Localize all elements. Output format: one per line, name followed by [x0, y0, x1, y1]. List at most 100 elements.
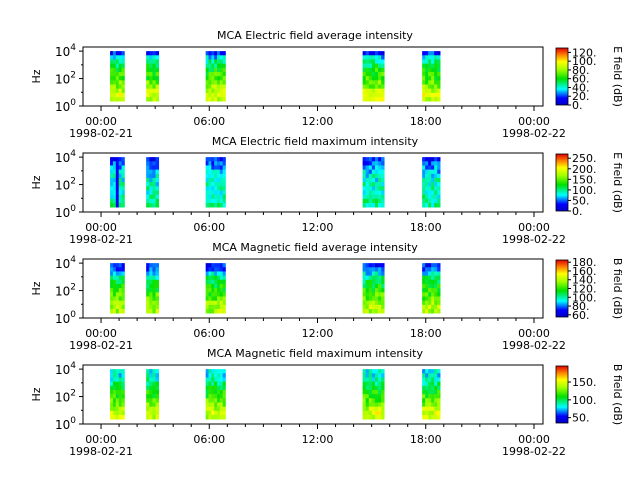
- data-segment: [146, 157, 160, 208]
- colorbar: 60.80.100.120.140.160.180. B field (dB): [555, 256, 624, 322]
- x-date-label: 1998-02-22: [502, 445, 566, 458]
- y-axis-label: Hz: [30, 69, 43, 83]
- colorbar-tick-label: 120.: [572, 46, 597, 59]
- data-segment: [110, 263, 125, 314]
- x-tick-label: 00:00: [85, 327, 117, 340]
- colorbar-tick-label: 120.: [572, 283, 597, 296]
- x-tick-label: 18:00: [410, 327, 442, 340]
- y-tick-label: 102: [55, 389, 76, 405]
- x-tick-label: 06:00: [193, 327, 225, 340]
- colorbar-tick-label: 180.: [572, 256, 597, 269]
- y-tick-label: 100: [55, 310, 76, 326]
- x-date-label: 1998-02-22: [502, 233, 566, 246]
- data-segment: [146, 263, 160, 314]
- x-tick-label: 00:00: [518, 115, 550, 128]
- data-segment: [110, 51, 125, 102]
- colorbar-tick-label: 50.: [572, 412, 590, 425]
- chart-title: MCA Magnetic field maximum intensity: [207, 347, 423, 360]
- y-tick-label: 100: [55, 416, 76, 432]
- y-tick-label: 104: [55, 43, 76, 59]
- y-tick-label: 104: [55, 255, 76, 271]
- x-date-label: 1998-02-21: [69, 127, 133, 140]
- y-tick-label: 100: [55, 204, 76, 220]
- x-tick-label: 18:00: [410, 115, 442, 128]
- y-axis-label: Hz: [30, 281, 43, 295]
- colorbar-tick-label: 100.: [572, 55, 597, 68]
- data-segment: [362, 157, 385, 208]
- data-segment: [422, 157, 441, 208]
- x-tick-label: 12:00: [302, 433, 334, 446]
- x-tick-label: 06:00: [193, 433, 225, 446]
- colorbar-tick-label: 200.: [572, 163, 597, 176]
- chart-panel-4: MCA Magnetic field maximum intensity 100 1…: [30, 347, 624, 458]
- x-tick-label: 00:00: [85, 433, 117, 446]
- x-tick-label: 00:00: [85, 221, 117, 234]
- x-tick-label: 06:00: [193, 221, 225, 234]
- colorbar-tick-label: 80.: [572, 64, 590, 77]
- data-segment: [205, 263, 226, 314]
- x-tick-label: 00:00: [518, 327, 550, 340]
- colorbar-label: B field (dB): [611, 364, 624, 425]
- chart-panel-3: MCA Magnetic field average intensity 100 1…: [30, 241, 624, 352]
- y-tick-label: 100: [55, 98, 76, 114]
- chart-panel-2: MCA Electric field maximum intensity 100 1…: [30, 135, 624, 246]
- data-segment: [205, 157, 226, 208]
- colorbar-tick-label: 150.: [572, 173, 597, 186]
- colorbar-tick-label: 40.: [572, 81, 590, 94]
- x-tick-label: 18:00: [410, 221, 442, 234]
- data-segment: [362, 51, 385, 102]
- x-tick-label: 18:00: [410, 433, 442, 446]
- x-tick-label: 06:00: [193, 115, 225, 128]
- colorbar-tick-label: 150.: [572, 376, 597, 389]
- colorbar-label: E field (dB): [611, 46, 624, 107]
- data-segment: [205, 369, 226, 420]
- data-segment: [146, 51, 160, 102]
- y-tick-label: 102: [55, 177, 76, 193]
- x-date-label: 1998-02-21: [69, 445, 133, 458]
- colorbar-tick-label: 60.: [572, 73, 590, 86]
- y-tick-label: 104: [55, 361, 76, 377]
- colorbar-label: E field (dB): [611, 152, 624, 213]
- colorbar-tick-label: 100.: [572, 394, 597, 407]
- axes-frame: [82, 364, 544, 425]
- x-tick-label: 00:00: [85, 115, 117, 128]
- data-segment: [422, 51, 441, 102]
- data-segment: [110, 157, 125, 208]
- data-segment: [205, 51, 226, 102]
- axes-frame: [82, 152, 544, 213]
- colorbar-tick-label: 20.: [572, 90, 590, 103]
- x-date-label: 1998-02-21: [69, 233, 133, 246]
- chart-title: MCA Electric field maximum intensity: [212, 135, 419, 148]
- data-segment: [110, 369, 125, 420]
- colorbar-tick-label: 100.: [572, 184, 597, 197]
- y-tick-label: 102: [55, 71, 76, 87]
- colorbar: 0.50.100.150.200.250. E field (dB): [555, 152, 624, 218]
- chart-panel-1: MCA Electric field average intensity 100 1…: [30, 29, 624, 140]
- colorbar-tick-label: 0.: [572, 205, 583, 218]
- x-tick-label: 00:00: [518, 433, 550, 446]
- x-tick-label: 12:00: [302, 115, 334, 128]
- x-tick-label: 12:00: [302, 221, 334, 234]
- colorbar-tick-label: 50.: [572, 194, 590, 207]
- colorbar: 50. 100. 150. B field (dB): [555, 364, 624, 425]
- y-axis-label: Hz: [30, 175, 43, 189]
- x-date-label: 1998-02-22: [502, 127, 566, 140]
- y-axis-label: Hz: [30, 387, 43, 401]
- y-tick-label: 102: [55, 283, 76, 299]
- colorbar-label: B field (dB): [611, 258, 624, 319]
- colorbar-tick-label: 80.: [572, 300, 590, 313]
- x-tick-label: 12:00: [302, 327, 334, 340]
- colorbar-tick-label: 100.: [572, 291, 597, 304]
- chart-title: MCA Magnetic field average intensity: [212, 241, 418, 254]
- colorbar-tick-label: 60.: [572, 309, 590, 322]
- data-segment: [362, 369, 385, 420]
- x-date-label: 1998-02-21: [69, 339, 133, 352]
- data-segment: [362, 263, 385, 314]
- chart-title: MCA Electric field average intensity: [217, 29, 413, 42]
- axes-frame: [82, 46, 544, 107]
- colorbar-tick-label: 140.: [572, 274, 597, 287]
- colorbar: 0.20.40.60.80.100.120. E field (dB): [555, 46, 624, 112]
- colorbar-tick-label: 0.: [572, 99, 583, 112]
